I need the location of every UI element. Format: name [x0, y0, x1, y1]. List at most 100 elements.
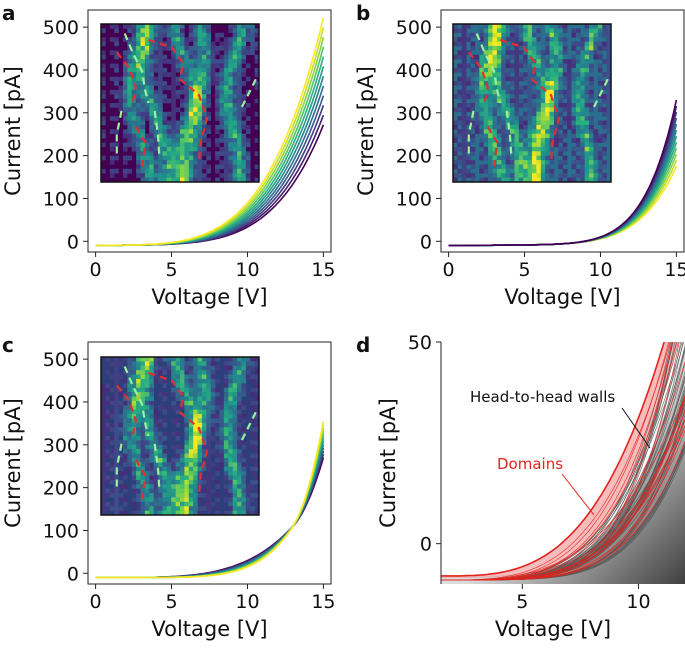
panel-c-inset-pixel	[127, 405, 133, 410]
panel-b-inset-pixel	[523, 85, 528, 91]
panel-b-inset-pixel	[461, 111, 467, 117]
panel-c-inset-pixel	[245, 506, 251, 511]
panel-b-inset-pixel	[492, 89, 498, 95]
panel-a-inset-pixel	[114, 28, 119, 34]
panel-a-inset-pixel	[144, 98, 150, 104]
panel-a-inset-pixel	[144, 103, 150, 108]
panel-b-inset-pixel	[549, 120, 555, 126]
panel-d-plot-area	[441, 342, 685, 584]
panel-b-inset-pixel	[553, 37, 559, 42]
panel-b-inset-pixel	[580, 98, 585, 104]
panel-c-inset-pixel	[197, 510, 203, 516]
panel-b-inset-pixel	[461, 173, 467, 178]
panel-a-inset-pixel	[180, 85, 185, 91]
panel-b-inset-pixel	[593, 155, 599, 161]
panel-c-inset-pixel	[149, 400, 154, 406]
panel-b-inset-pixel	[518, 50, 524, 56]
panel-b-inset-pixel	[483, 32, 489, 38]
panel-a-inset-pixel	[175, 59, 181, 64]
panel-a-inset-pixel	[144, 133, 150, 139]
panel-a-inset-pixel	[162, 155, 168, 161]
panel-c-inset-pixel	[153, 409, 159, 415]
panel-a-inset-pixel	[149, 28, 154, 34]
panel-d-ylabel: Current [pA]	[376, 398, 400, 528]
panel-a-inset-pixel	[140, 72, 146, 77]
panel-c-inset-pixel	[140, 488, 146, 494]
panel-b-inset-pixel	[571, 85, 577, 91]
panel-c-inset-pixel	[162, 497, 168, 503]
panel-a-inset-pixel	[201, 103, 207, 108]
panel-c-inset-pixel	[188, 374, 194, 380]
panel-c-inset-pixel	[171, 400, 176, 406]
panel-c-inset-pixel	[175, 396, 181, 402]
panel-a-inset-red-trace	[115, 51, 137, 104]
panel-b-inset-pixel	[584, 37, 590, 42]
panel-a-inset-pixel	[232, 177, 238, 183]
panel-b-inset-pixel	[483, 24, 489, 29]
panel-a-inset-pixel	[188, 45, 194, 51]
panel-b-inset-pixel	[453, 160, 458, 165]
panel-c-inset-pixel	[131, 400, 137, 406]
panel-a-inset-pixel	[175, 142, 181, 148]
panel-b-inset-pixel	[545, 76, 550, 82]
panel-b-inset-pixel	[457, 155, 463, 161]
panel-c-inset-pixel	[180, 488, 185, 494]
panel-b-inset-pixel	[567, 89, 572, 95]
panel-c-inset-pixel	[254, 374, 260, 380]
panel-b-inset-pixel	[470, 133, 476, 139]
panel-b-inset-pixel	[510, 160, 515, 165]
panel-a-inset-pixel	[215, 45, 220, 51]
panel-c-inset-pixel	[206, 400, 212, 406]
panel-a-inset-pixel	[153, 28, 159, 34]
panel-a-inset-pixel	[241, 37, 247, 42]
panel-c-inset-pixel	[171, 471, 176, 476]
panel-a-inset-pixel	[254, 81, 260, 86]
panel-b-inset-pixel	[510, 50, 515, 56]
panel-b-inset-pixel	[562, 59, 568, 64]
panel-c-inset-pixel	[144, 396, 150, 402]
panel-b-inset-pixel	[470, 45, 476, 51]
panel-c-inset-pixel	[232, 370, 238, 375]
panel-c-inset-pixel	[153, 427, 159, 432]
panel-c-inset-pixel	[206, 501, 212, 507]
panel-c-inset-pixel	[223, 422, 229, 428]
panel-c-inset-pixel	[122, 475, 128, 481]
panel-b-inset-pixel	[488, 59, 493, 64]
panel-c-inset-pixel	[105, 475, 111, 481]
panel-b-inset-pixel	[461, 67, 467, 73]
panel-b-inset-pixel	[510, 173, 515, 178]
panel-b-inset-pixel	[532, 133, 537, 139]
panel-a-inset-pixel	[215, 85, 220, 91]
panel-c-inset-pixel	[228, 409, 233, 415]
panel-c-inset-pixel	[166, 493, 172, 498]
panel-a-inset-pixel	[162, 142, 168, 148]
panel-c-inset-pixel	[175, 475, 181, 481]
panel-a-inset-pixel	[223, 164, 229, 170]
panel-b-inset-pixel	[593, 28, 599, 34]
panel-a-inset-pixel	[237, 67, 242, 73]
panel-c-inset-pixel	[193, 475, 198, 481]
panel-a-inset-pixel	[136, 98, 141, 104]
panel-c-inset-pixel	[149, 484, 154, 489]
panel-b-inset-pixel	[461, 124, 467, 130]
panel-c-inset-pixel	[210, 378, 216, 384]
panel-c-inset-pixel	[237, 400, 242, 406]
panel-b-inset-pixel	[483, 124, 489, 130]
panel-a-inset-pixel	[149, 155, 154, 161]
panel-a-inset-pixel	[219, 81, 225, 86]
panel-b-inset-pixel	[597, 24, 603, 29]
panel-a-inset-pixel	[136, 24, 141, 29]
panel-c-inset-pixel	[206, 479, 212, 485]
panel-b-inset-pixel	[505, 103, 511, 108]
panel-c-inset-pixel	[136, 374, 141, 380]
panel-b-inset-pixel	[536, 45, 542, 51]
panel-a-inset-pixel	[109, 142, 115, 148]
panel-c-inset-pixel	[228, 493, 233, 498]
panel-b-inset-pixel	[518, 103, 524, 108]
panel-b-inset-pixel	[584, 124, 590, 130]
panel-c-inset-pixel	[136, 427, 141, 432]
panel-b-inset-pixel	[597, 155, 603, 161]
panel-c-inset-pixel	[197, 383, 203, 389]
panel-a-inset-pixel	[144, 81, 150, 86]
panel-b-inset-pixel	[597, 76, 603, 82]
